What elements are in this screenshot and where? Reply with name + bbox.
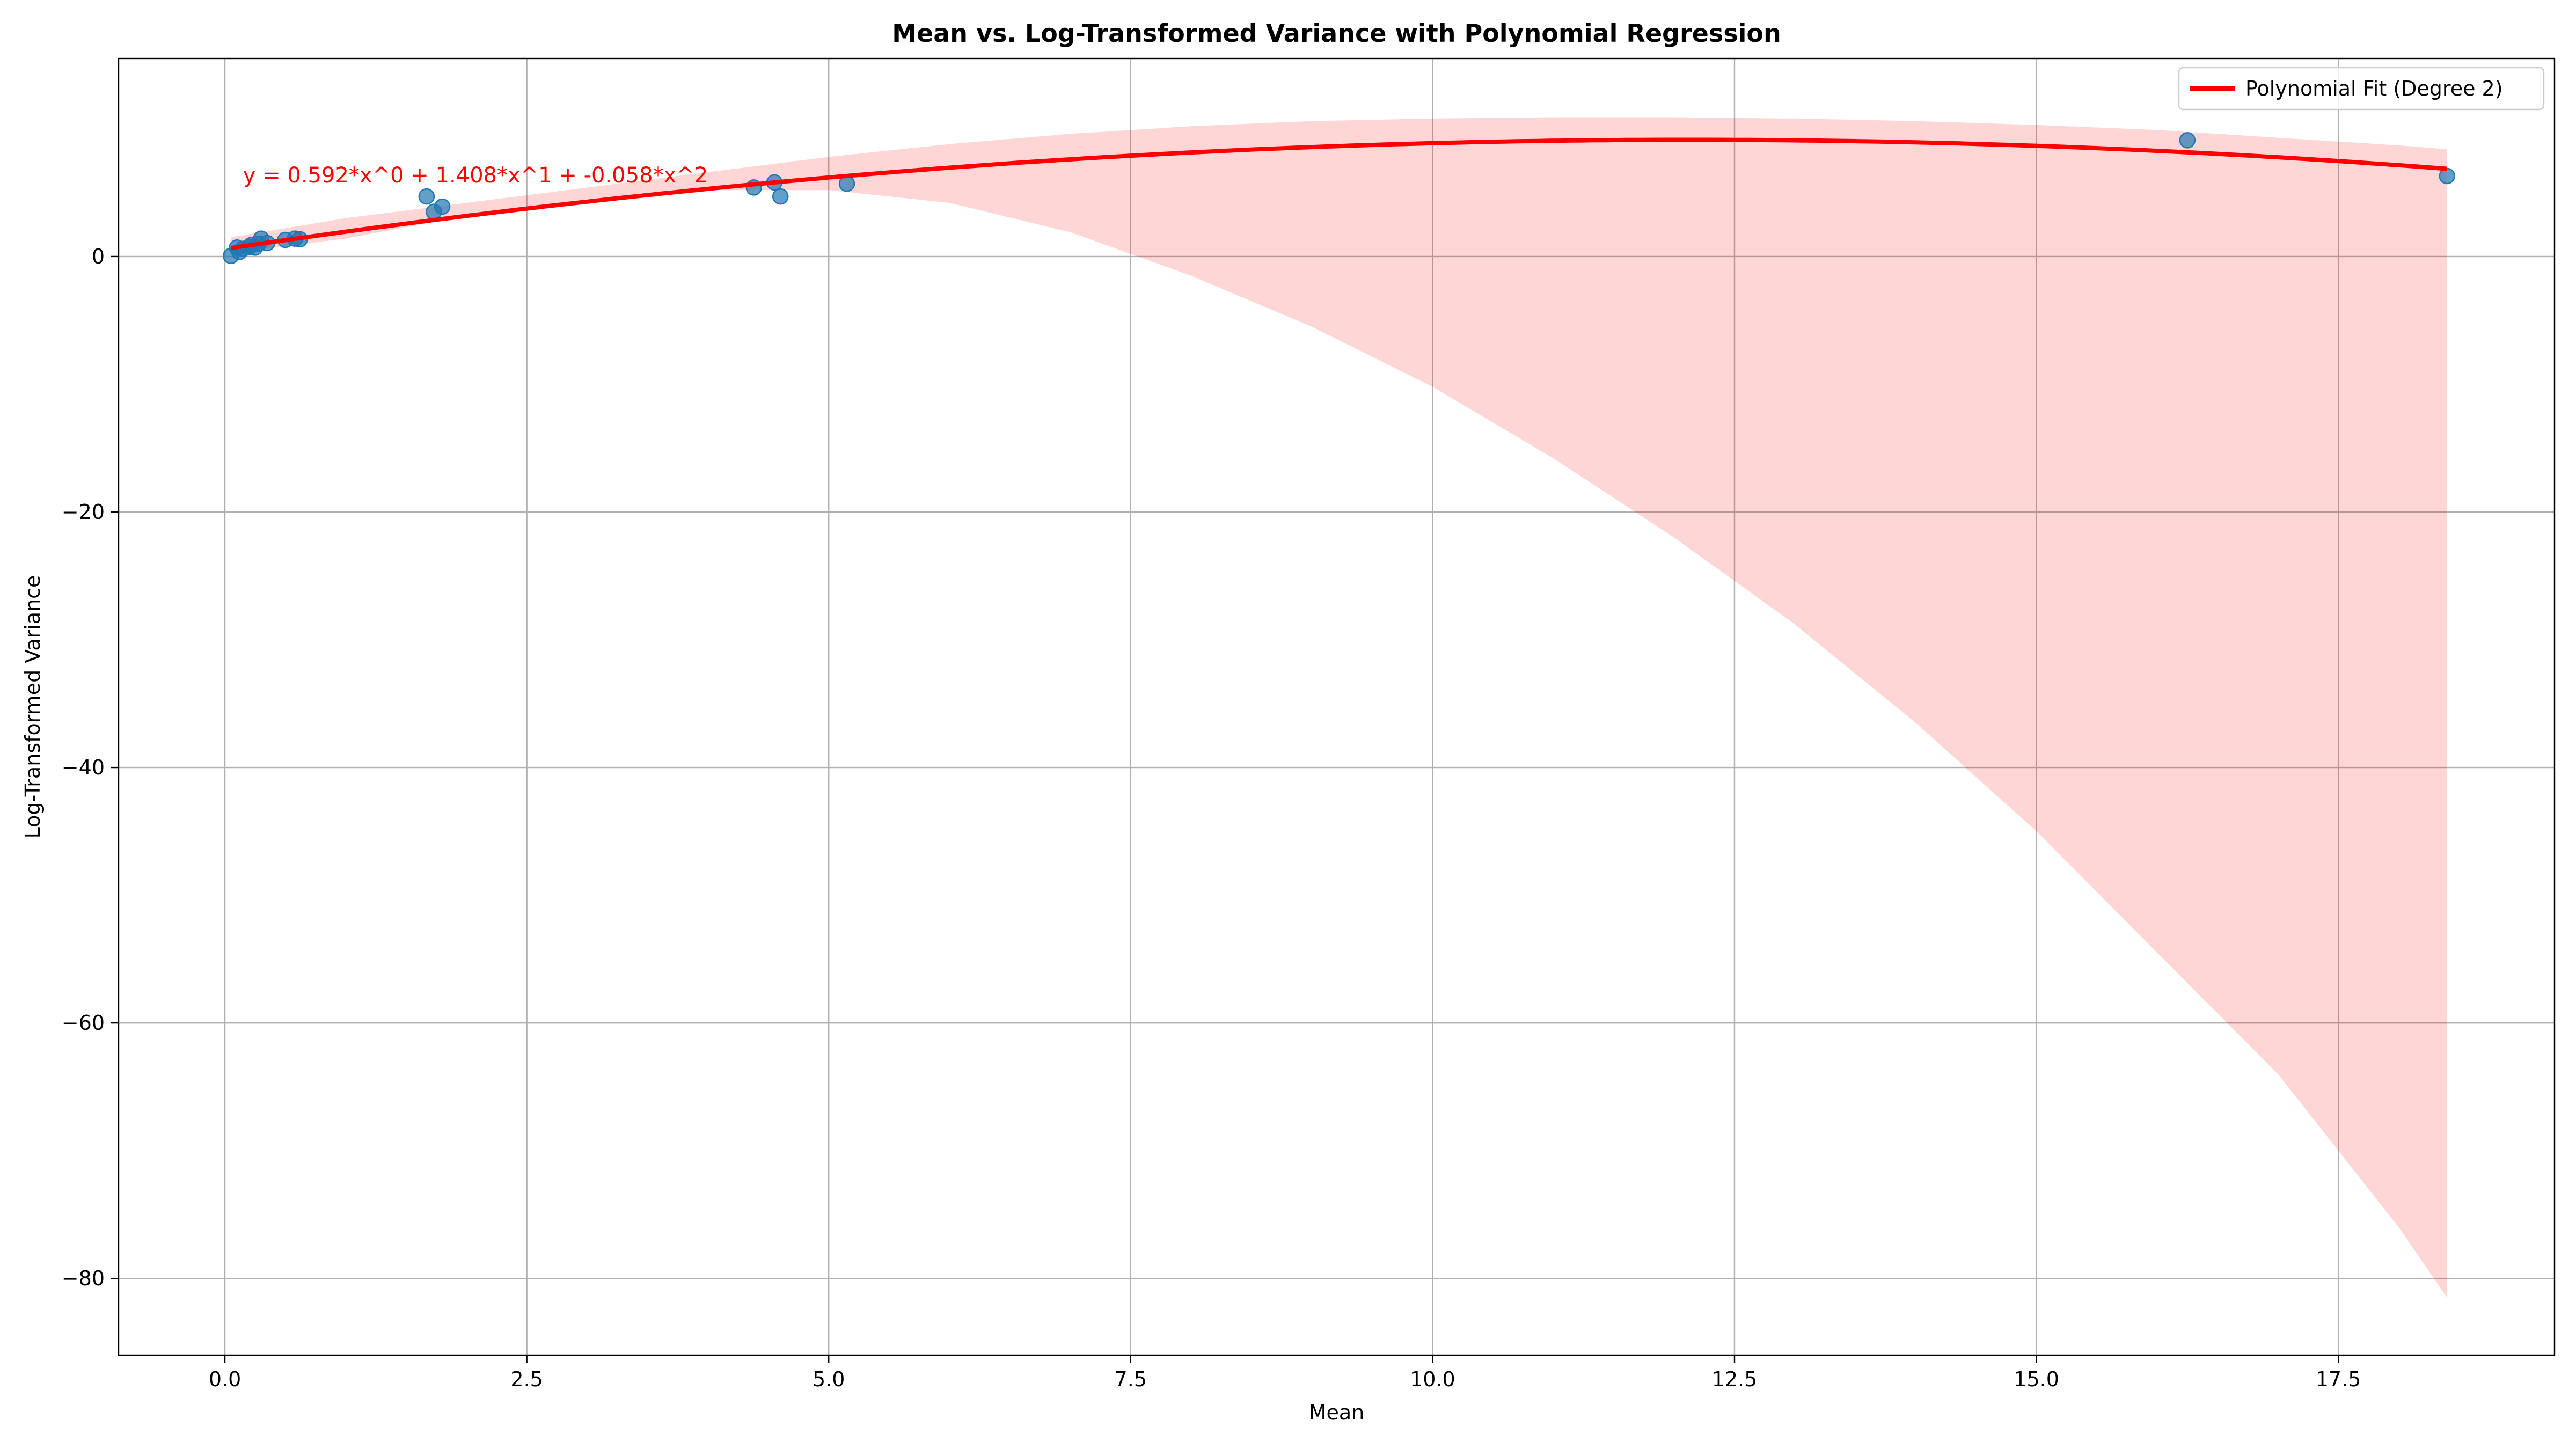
- scatter-point: [2179, 132, 2196, 149]
- y-tick-label: −80: [62, 1267, 105, 1290]
- x-tick-label: 7.5: [1115, 1367, 1147, 1391]
- y-tick-label: −40: [62, 756, 105, 779]
- x-tick-label: 10.0: [1410, 1367, 1455, 1391]
- confidence-band: [231, 117, 2447, 1298]
- x-tick-label: 0.0: [209, 1367, 241, 1391]
- chart-title: Mean vs. Log-Transformed Variance with P…: [892, 19, 1781, 48]
- y-axis-label: Log-Transformed Variance: [21, 575, 45, 839]
- x-tick-label: 15.0: [2014, 1367, 2059, 1391]
- confidence-band-group: [231, 117, 2447, 1298]
- x-axis-label: Mean: [1309, 1401, 1365, 1424]
- scatter-point: [418, 188, 435, 205]
- x-tick-label: 12.5: [1712, 1367, 1758, 1391]
- scatter-point: [434, 198, 451, 215]
- x-tick-label: 17.5: [2316, 1367, 2361, 1391]
- y-tick-label: −60: [62, 1011, 105, 1035]
- scatter-point: [772, 188, 789, 205]
- x-tick-label: 5.0: [813, 1367, 845, 1391]
- y-tick-label: −20: [62, 500, 105, 524]
- fit-line: [230, 137, 2448, 251]
- fit-line-group: [230, 137, 2448, 251]
- scatter-point: [2439, 167, 2455, 185]
- legend-label-fit-line: Polynomial Fit (Degree 2): [2245, 77, 2503, 100]
- legend-box: [2178, 67, 2545, 111]
- equation-annotation: y = 0.592*x^0 + 1.408*x^1 + -0.058*x^2: [243, 163, 708, 188]
- grid: [119, 58, 2555, 1355]
- axis-ticks: 0.0 2.5 5.0 7.5 10.0 12.5 15.0 17.5 0 −20 −40 −60 −8…: [62, 245, 2361, 1391]
- x-tick-label: 2.5: [510, 1367, 543, 1391]
- y-tick-label: 0: [92, 245, 105, 268]
- legend: Polynomial Fit (Degree 2): [2178, 67, 2545, 111]
- plot-frame: [118, 57, 2556, 1356]
